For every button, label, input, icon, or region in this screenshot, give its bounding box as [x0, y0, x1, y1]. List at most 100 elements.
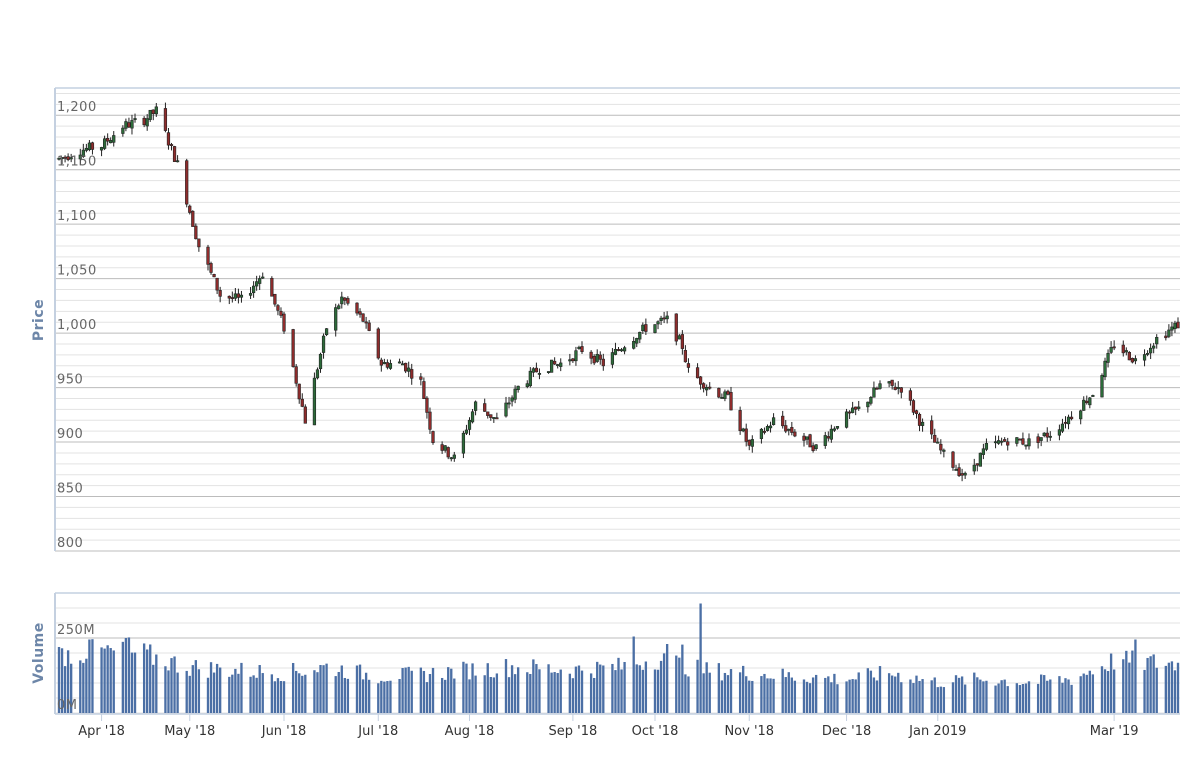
candle: [379, 357, 383, 372]
candle: [1003, 437, 1007, 442]
candle: [890, 379, 894, 390]
volume-bar: [720, 680, 724, 713]
candle: [376, 327, 380, 360]
candle-body: [844, 411, 849, 428]
volume-bar: [167, 670, 170, 713]
candle-body: [443, 445, 447, 451]
volume-bar: [325, 663, 328, 713]
volume-bar: [802, 679, 806, 713]
candle: [449, 456, 453, 462]
candle-body: [1088, 397, 1092, 406]
volume-bar: [577, 665, 581, 713]
volume-bar: [91, 639, 94, 713]
volume-bar: [900, 682, 903, 713]
volume-bar: [252, 675, 255, 713]
candle-body: [768, 425, 773, 429]
volume-bar: [878, 666, 882, 713]
volume-bar: [1088, 670, 1091, 713]
candle-body: [1079, 410, 1083, 420]
volume-bar: [538, 669, 541, 713]
candle-body: [549, 359, 554, 373]
candle-body: [209, 263, 213, 273]
candle: [595, 349, 599, 363]
volume-bar: [282, 681, 286, 713]
candle-body: [90, 142, 95, 150]
candle: [407, 361, 411, 378]
candle-body: [1109, 347, 1113, 353]
volume-bar: [261, 673, 264, 713]
volume-bar: [170, 658, 173, 713]
volume-bar: [109, 648, 112, 713]
candle: [516, 385, 520, 393]
volume-bar: [1027, 681, 1031, 713]
volume-bar: [553, 672, 556, 713]
volume-bar: [951, 682, 955, 713]
candle: [741, 427, 745, 433]
candle-body: [595, 353, 599, 362]
candle-body: [121, 127, 125, 134]
candle-body: [340, 296, 344, 305]
candle: [960, 468, 964, 482]
candle: [920, 418, 925, 432]
candle: [312, 372, 317, 426]
candle: [294, 364, 298, 387]
candle-body: [708, 386, 712, 389]
candle-body: [814, 444, 818, 450]
volume-bar: [891, 675, 894, 713]
candle-body: [230, 297, 234, 299]
candle-body: [1167, 329, 1171, 337]
candle-body: [449, 457, 453, 460]
volume-bar: [763, 673, 766, 713]
volume-bar: [963, 684, 967, 713]
candle: [914, 409, 919, 419]
candle: [461, 430, 466, 459]
candle: [185, 158, 189, 208]
candle-body: [978, 452, 982, 467]
candle-body: [66, 156, 70, 160]
volume-bar: [1082, 673, 1085, 713]
candle-body: [942, 449, 946, 452]
candle: [705, 384, 709, 396]
candle-body: [765, 426, 770, 431]
price-tick-label: 1,050: [57, 264, 97, 279]
candle: [854, 406, 858, 416]
candle-body: [851, 407, 855, 413]
candle-body: [750, 439, 754, 447]
candle: [762, 427, 767, 435]
volume-bar: [322, 665, 325, 713]
volume-bar: [973, 672, 976, 713]
candle-body: [251, 285, 256, 294]
candle-body: [832, 428, 837, 431]
candle-body: [556, 364, 560, 367]
candle-body: [996, 440, 1001, 444]
candle-body: [400, 363, 405, 366]
candle: [802, 432, 806, 447]
candle: [300, 393, 304, 408]
candle-body: [379, 359, 383, 366]
candle-body: [1164, 335, 1168, 339]
price-tick-label: 850: [57, 482, 83, 497]
candle: [1015, 437, 1019, 447]
volume-bar: [894, 676, 897, 713]
volume-bar: [979, 679, 982, 713]
candle: [431, 430, 435, 445]
candle: [303, 404, 307, 424]
candle-body: [802, 435, 806, 441]
candle-body: [315, 369, 320, 379]
candle: [355, 302, 359, 316]
candle: [726, 389, 730, 396]
volume-bar: [1134, 639, 1137, 713]
candle-body: [546, 371, 551, 373]
volume-bar: [529, 673, 532, 713]
volume-bar: [684, 674, 687, 713]
candle: [410, 363, 414, 385]
candle-body: [364, 321, 368, 324]
volume-bar: [82, 662, 85, 713]
volume-bar: [234, 668, 237, 713]
candle-body: [726, 390, 730, 395]
candle-body: [525, 383, 529, 387]
candle: [1091, 394, 1095, 397]
candle-body: [504, 402, 508, 417]
candle: [1121, 340, 1125, 357]
candle: [492, 417, 496, 423]
